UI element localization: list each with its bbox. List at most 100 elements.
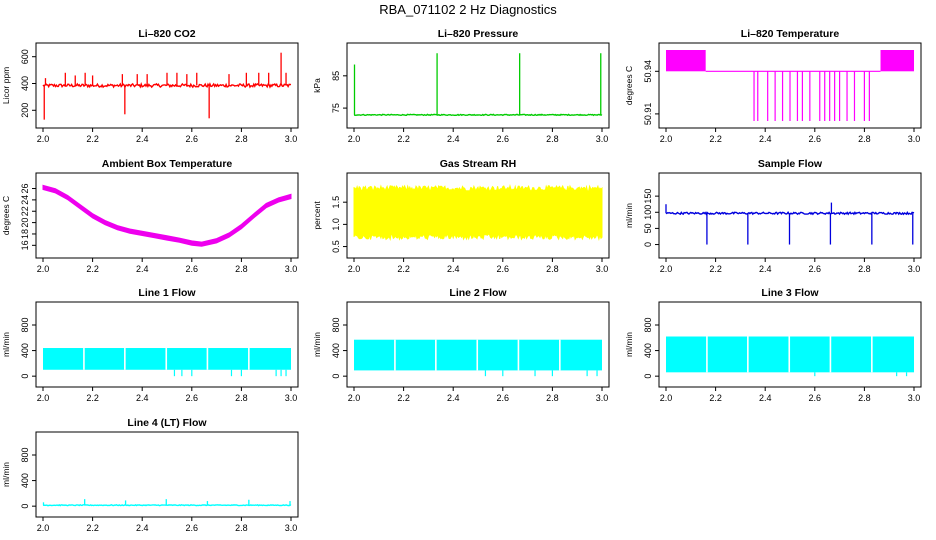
plot-frame (35, 172, 299, 259)
y-tick-label: 100 (643, 205, 653, 220)
y-tick-label: 400 (20, 76, 30, 91)
y-tick-label: 600 (20, 49, 30, 64)
x-tick-label: 3.0 (596, 134, 609, 144)
series-line (42, 503, 292, 507)
y-axis-label: ml/min (624, 203, 634, 228)
y-tick-label: 0.5 (331, 240, 341, 253)
x-tick-label: 2.8 (546, 134, 559, 144)
series-band (353, 184, 603, 242)
y-axis-label: kPa (312, 78, 322, 93)
x-tick-label: 2.2 (86, 393, 99, 403)
chart-panel-9: Line 3 Flow ml/min 2.0 2.2 2.4 2.6 2.8 3.0 0 400 8… (624, 287, 922, 403)
y-tick-label: 400 (643, 343, 653, 358)
y-tick-label: 0 (20, 374, 30, 379)
chart-panel-5: Gas Stream RH percent 2.0 2.2 2.4 2.6 2.8 3.0 0.… (312, 158, 610, 274)
x-tick-label: 2.6 (186, 393, 199, 403)
panel-title: Line 4 (LT) Flow (127, 417, 207, 429)
y-tick-label: 400 (20, 473, 30, 488)
x-tick-label: 2.2 (709, 393, 722, 403)
plot-frame (346, 172, 610, 259)
series-line (353, 113, 603, 117)
panel-title: Gas Stream RH (440, 158, 516, 170)
x-tick-label: 2.4 (136, 264, 149, 274)
y-tick-label: 16 (20, 240, 30, 250)
panel-title: Line 2 Flow (449, 287, 507, 299)
x-tick-label: 2.4 (136, 393, 149, 403)
x-tick-label: 3.0 (285, 134, 298, 144)
y-tick-label: 85 (331, 71, 341, 81)
x-tick-label: 3.0 (908, 264, 921, 274)
y-tick-label: 75 (331, 103, 341, 113)
series-8 (354, 339, 602, 377)
panel-title: Line 3 Flow (761, 287, 819, 299)
x-tick-label: 2.2 (709, 134, 722, 144)
x-tick-label: 2.6 (497, 393, 510, 403)
panel-title: Ambient Box Temperature (102, 158, 233, 170)
x-tick-label: 2.4 (759, 393, 772, 403)
x-tick-label: 2.6 (809, 393, 822, 403)
series-5 (353, 184, 603, 242)
chart-panel-4: Ambient Box Temperature degrees C 2.0 2.2 2.… (1, 158, 299, 274)
series-9 (666, 336, 914, 377)
x-tick-label: 2.8 (858, 393, 871, 403)
x-tick-label: 2.0 (37, 134, 50, 144)
x-tick-label: 2.8 (858, 264, 871, 274)
plot-frame (35, 431, 299, 518)
y-axis-label: ml/min (1, 332, 11, 357)
series-7 (43, 348, 291, 377)
chart-panel-1: Li–820 CO2 Licor ppm 2.0 2.2 2.4 2.6 2.8 3.0 200… (1, 28, 299, 144)
series-1 (42, 52, 292, 120)
y-tick-label: 24 (20, 195, 30, 205)
plot-frame (346, 301, 610, 388)
y-tick-label: 20 (20, 218, 30, 228)
y-tick-label: 18 (20, 229, 30, 239)
x-tick-label: 2.6 (186, 264, 199, 274)
chart-panel-7: Line 1 Flow ml/min 2.0 2.2 2.4 2.6 2.8 3.0 0 400 8… (1, 287, 299, 403)
y-tick-label: 0 (643, 242, 653, 247)
y-tick-label: 1.0 (331, 218, 341, 231)
x-tick-label: 2.0 (37, 523, 50, 533)
x-tick-label: 2.2 (397, 264, 410, 274)
series-2 (353, 53, 603, 117)
x-tick-label: 2.8 (235, 134, 248, 144)
x-tick-label: 2.4 (759, 264, 772, 274)
plot-frame (346, 42, 610, 129)
chart-panel-3: Li–820 Temperature degrees C 2.0 2.2 2.4 2.6 2… (624, 28, 922, 144)
oscillation-band (666, 50, 706, 72)
y-axis-label: degrees C (1, 196, 11, 235)
oscillation-band (880, 50, 914, 72)
x-tick-label: 2.2 (397, 134, 410, 144)
x-tick-label: 2.0 (348, 264, 361, 274)
x-tick-label: 3.0 (596, 393, 609, 403)
y-tick-label: 0 (20, 504, 30, 509)
panel-title: Line 1 Flow (138, 287, 196, 299)
x-tick-label: 2.2 (86, 264, 99, 274)
x-tick-label: 2.8 (858, 134, 871, 144)
x-tick-label: 2.0 (660, 264, 673, 274)
x-tick-label: 2.8 (546, 393, 559, 403)
x-tick-label: 3.0 (908, 134, 921, 144)
x-tick-label: 2.0 (660, 134, 673, 144)
x-tick-label: 2.4 (136, 523, 149, 533)
panel-title: Li–820 Temperature (741, 28, 840, 40)
x-tick-label: 2.2 (709, 264, 722, 274)
series-6 (665, 202, 915, 245)
y-tick-label: 800 (20, 447, 30, 462)
plot-frame (35, 301, 299, 388)
y-tick-label: 1.5 (331, 196, 341, 209)
panel-title: Li–820 Pressure (438, 28, 519, 40)
panel-title: Li–820 CO2 (138, 28, 195, 40)
y-tick-label: 0 (331, 374, 341, 379)
y-axis-label: ml/min (312, 332, 322, 357)
x-tick-label: 2.6 (809, 264, 822, 274)
x-tick-label: 2.4 (447, 134, 460, 144)
y-axis-label: ml/min (1, 462, 11, 487)
plot-frame (658, 172, 922, 259)
y-tick-label: 200 (20, 103, 30, 118)
x-tick-label: 2.2 (86, 523, 99, 533)
x-tick-label: 2.0 (37, 393, 50, 403)
x-tick-label: 2.8 (235, 264, 248, 274)
x-tick-label: 2.6 (809, 134, 822, 144)
y-tick-label: 800 (643, 317, 653, 332)
